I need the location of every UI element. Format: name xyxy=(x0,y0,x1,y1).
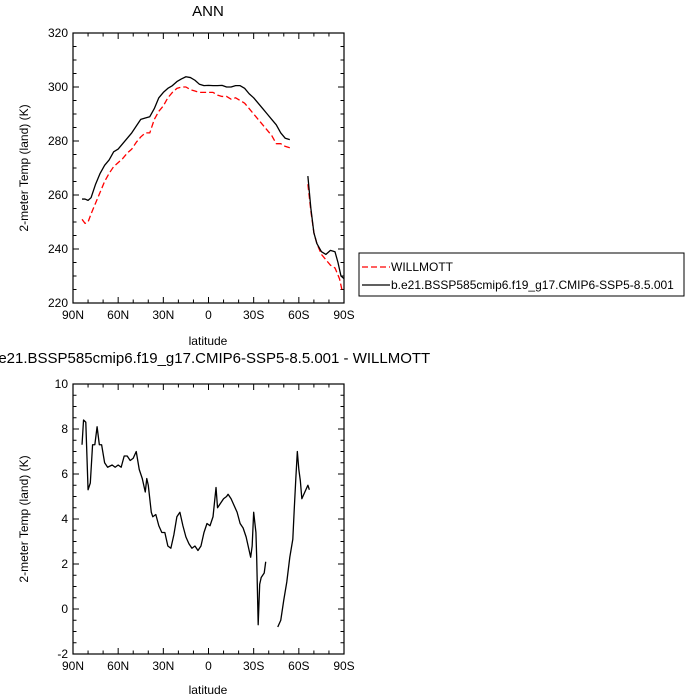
x-tick-label: 90S xyxy=(333,659,354,673)
y-tick-label: 300 xyxy=(48,80,68,94)
axis-ticks: 90N 60N 30N 0 30S 60S 90S 220 240 260 280 300 320 xyxy=(48,26,355,322)
x-tick-label: 60S xyxy=(288,659,309,673)
y-tick-label: 280 xyxy=(48,134,68,148)
y-axis-label: 2-meter Temp (land) (K) xyxy=(17,455,31,582)
y-tick-label: 220 xyxy=(48,296,68,310)
x-tick-label: 60N xyxy=(107,659,129,673)
y-tick-label: 0 xyxy=(61,602,68,616)
x-tick-label: 0 xyxy=(205,659,212,673)
series-line-1-segment-1 xyxy=(81,86,290,224)
plot-frame xyxy=(72,383,345,655)
x-tick-label: 30N xyxy=(152,659,174,673)
y-tick-label: 10 xyxy=(55,377,69,391)
plot-frame xyxy=(72,32,345,304)
y-tick-label: 2 xyxy=(61,557,68,571)
chart-temperature-difference: b.e21.BSSP585cmip6.f19_g17.CMIP6-SSP5-8.… xyxy=(0,350,430,697)
legend: WILLMOTT b.e21.BSSP585cmip6.f19_g17.CMIP… xyxy=(358,252,685,297)
y-tick-label: 320 xyxy=(48,26,68,40)
series-line-2-segment-1 xyxy=(82,76,290,202)
series-line-1-segment-1 xyxy=(81,419,267,626)
legend-label-willmott: WILLMOTT xyxy=(391,260,454,274)
series-line-1-segment-2 xyxy=(307,184,344,293)
y-tick-label: 240 xyxy=(48,242,68,256)
axis-ticks: 90N 60N 30N 0 30S 60S 90S -2 0 2 4 6 8 10 xyxy=(55,377,355,673)
x-axis-label: latitude xyxy=(189,334,228,348)
x-tick-label: 90N xyxy=(62,659,84,673)
x-axis-label: latitude xyxy=(189,683,228,697)
y-tick-label: 8 xyxy=(61,422,68,436)
chart-title: b.e21.BSSP585cmip6.f19_g17.CMIP6-SSP5-8.… xyxy=(0,350,430,367)
x-tick-label: 30S xyxy=(243,308,264,322)
series-line-1-segment-2 xyxy=(277,450,310,628)
x-tick-label: 0 xyxy=(205,308,212,322)
chart-temperature: ANN latitude 2-meter Temp (land) (K) 90N… xyxy=(17,3,355,348)
y-tick-label: 6 xyxy=(61,467,68,481)
y-tick-label: -2 xyxy=(57,647,68,661)
series-layer xyxy=(81,76,345,293)
series-line-2-segment-2 xyxy=(307,176,345,280)
x-tick-label: 90S xyxy=(333,308,354,322)
y-tick-label: 260 xyxy=(48,188,68,202)
y-tick-label: 4 xyxy=(61,512,68,526)
x-tick-label: 30N xyxy=(152,308,174,322)
series-layer xyxy=(81,419,310,628)
x-tick-label: 60N xyxy=(107,308,129,322)
x-tick-label: 30S xyxy=(243,659,264,673)
legend-box xyxy=(358,252,685,297)
x-tick-label: 90N xyxy=(62,308,84,322)
y-axis-label: 2-meter Temp (land) (K) xyxy=(17,104,31,231)
chart-title: ANN xyxy=(192,3,224,20)
x-tick-label: 60S xyxy=(288,308,309,322)
legend-label-model: b.e21.BSSP585cmip6.f19_g17.CMIP6-SSP5-8.… xyxy=(391,278,674,292)
